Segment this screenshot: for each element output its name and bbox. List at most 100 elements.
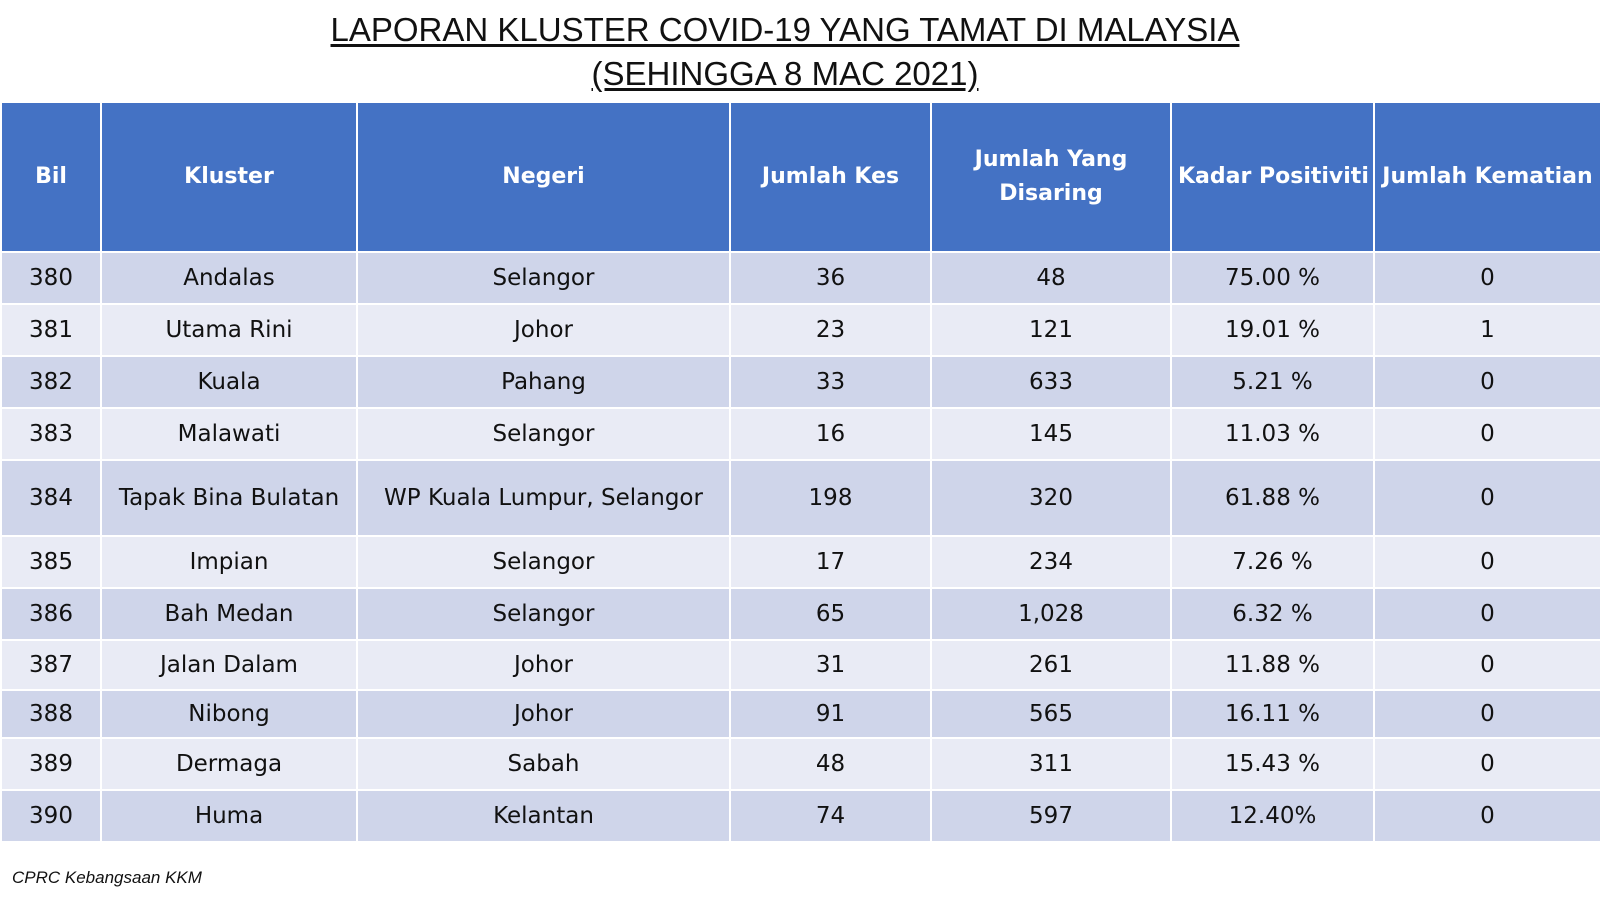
- cell-jumlah-kes: 74: [729, 789, 932, 843]
- cell-jumlah-kematian: 0: [1373, 689, 1600, 739]
- cell-jumlah-disaring: 320: [930, 459, 1172, 537]
- cell-bil: 386: [0, 587, 102, 641]
- cell-jumlah-kes: 16: [729, 407, 932, 461]
- cell-negeri: Johor: [356, 639, 731, 691]
- cell-bil: 383: [0, 407, 102, 461]
- cell-negeri: Sabah: [356, 737, 731, 791]
- cell-jumlah-kematian: 0: [1373, 355, 1600, 409]
- cell-jumlah-disaring: 261: [930, 639, 1172, 691]
- table-row: 382 Kuala Pahang 33 633 5.21 % 0: [0, 355, 1600, 409]
- cell-kadar-positiviti: 6.32 %: [1170, 587, 1375, 641]
- cell-negeri: Johor: [356, 303, 731, 357]
- header-bil: Bil: [0, 101, 102, 253]
- cell-kluster: Malawati: [100, 407, 358, 461]
- cell-jumlah-disaring: 121: [930, 303, 1172, 357]
- cell-kadar-positiviti: 15.43 %: [1170, 737, 1375, 791]
- cell-kluster: Utama Rini: [100, 303, 358, 357]
- cell-jumlah-disaring: 48: [930, 251, 1172, 305]
- header-jumlah-kes: Jumlah Kes: [729, 101, 932, 253]
- cell-jumlah-kes: 198: [729, 459, 932, 537]
- table-row: 384 Tapak Bina Bulatan WP Kuala Lumpur, Se…: [0, 459, 1600, 537]
- cell-jumlah-kes: 31: [729, 639, 932, 691]
- cell-jumlah-kes: 48: [729, 737, 932, 791]
- cell-jumlah-kematian: 0: [1373, 407, 1600, 461]
- cell-jumlah-kes: 17: [729, 535, 932, 589]
- cell-kadar-positiviti: 75.00 %: [1170, 251, 1375, 305]
- cell-jumlah-disaring: 311: [930, 737, 1172, 791]
- table-row: 386 Bah Medan Selangor 65 1,028 6.32 % 0: [0, 587, 1600, 641]
- cell-negeri: WP Kuala Lumpur, Selangor: [356, 459, 731, 537]
- header-jumlah-disaring: Jumlah Yang Disaring: [930, 101, 1172, 253]
- cell-kluster: Impian: [100, 535, 358, 589]
- table-row: 381 Utama Rini Johor 23 121 19.01 % 1: [0, 303, 1600, 357]
- cell-bil: 384: [0, 459, 102, 537]
- cell-kluster: Jalan Dalam: [100, 639, 358, 691]
- header-kluster: Kluster: [100, 101, 358, 253]
- cell-jumlah-kematian: 1: [1373, 303, 1600, 357]
- table-body: 380 Andalas Selangor 36 48 75.00 % 0 381 Utama R…: [0, 251, 1600, 843]
- table-row: 385 Impian Selangor 17 234 7.26 % 0: [0, 535, 1600, 589]
- cell-jumlah-kematian: 0: [1373, 587, 1600, 641]
- cell-kluster: Nibong: [100, 689, 358, 739]
- cell-bil: 389: [0, 737, 102, 791]
- cell-negeri: Selangor: [356, 535, 731, 589]
- cell-jumlah-kes: 33: [729, 355, 932, 409]
- cell-bil: 381: [0, 303, 102, 357]
- cell-kadar-positiviti: 16.11 %: [1170, 689, 1375, 739]
- cell-jumlah-kes: 23: [729, 303, 932, 357]
- page-title: LAPORAN KLUSTER COVID-19 YANG TAMAT DI M…: [0, 8, 1570, 96]
- header-row: Bil Kluster Negeri Jumlah Kes Jumlah Yan…: [0, 101, 1600, 253]
- cell-jumlah-disaring: 565: [930, 689, 1172, 739]
- cell-jumlah-disaring: 633: [930, 355, 1172, 409]
- table-row: 387 Jalan Dalam Johor 31 261 11.88 % 0: [0, 639, 1600, 691]
- cell-kadar-positiviti: 11.88 %: [1170, 639, 1375, 691]
- title-line-1: LAPORAN KLUSTER COVID-19 YANG TAMAT DI M…: [330, 11, 1240, 48]
- title-line-2: (SEHINGGA 8 MAC 2021): [591, 55, 979, 92]
- cell-kluster: Bah Medan: [100, 587, 358, 641]
- header-kadar-positiviti: Kadar Positiviti: [1170, 101, 1375, 253]
- cell-jumlah-disaring: 1,028: [930, 587, 1172, 641]
- cell-jumlah-kematian: 0: [1373, 535, 1600, 589]
- cell-kadar-positiviti: 11.03 %: [1170, 407, 1375, 461]
- cell-jumlah-disaring: 145: [930, 407, 1172, 461]
- cell-bil: 380: [0, 251, 102, 305]
- cell-jumlah-kematian: 0: [1373, 251, 1600, 305]
- cell-kadar-positiviti: 12.40%: [1170, 789, 1375, 843]
- cell-negeri: Selangor: [356, 251, 731, 305]
- cell-kadar-positiviti: 7.26 %: [1170, 535, 1375, 589]
- cluster-table: Bil Kluster Negeri Jumlah Kes Jumlah Yan…: [0, 101, 1600, 843]
- header-negeri: Negeri: [356, 101, 731, 253]
- cell-jumlah-kes: 65: [729, 587, 932, 641]
- cell-bil: 382: [0, 355, 102, 409]
- table-row: 380 Andalas Selangor 36 48 75.00 % 0: [0, 251, 1600, 305]
- cell-kadar-positiviti: 61.88 %: [1170, 459, 1375, 537]
- cell-kluster: Andalas: [100, 251, 358, 305]
- cell-kadar-positiviti: 5.21 %: [1170, 355, 1375, 409]
- cell-kluster: Dermaga: [100, 737, 358, 791]
- table-row: 390 Huma Kelantan 74 597 12.40% 0: [0, 789, 1600, 843]
- cell-kadar-positiviti: 19.01 %: [1170, 303, 1375, 357]
- cell-kluster: Huma: [100, 789, 358, 843]
- cell-negeri: Kelantan: [356, 789, 731, 843]
- table-row: 389 Dermaga Sabah 48 311 15.43 % 0: [0, 737, 1600, 791]
- cell-negeri: Pahang: [356, 355, 731, 409]
- cell-negeri: Selangor: [356, 587, 731, 641]
- cell-jumlah-kematian: 0: [1373, 789, 1600, 843]
- cell-jumlah-kematian: 0: [1373, 459, 1600, 537]
- cell-jumlah-disaring: 597: [930, 789, 1172, 843]
- cell-jumlah-kematian: 0: [1373, 639, 1600, 691]
- cell-bil: 385: [0, 535, 102, 589]
- cell-bil: 390: [0, 789, 102, 843]
- cell-kluster: Kuala: [100, 355, 358, 409]
- table-row: 383 Malawati Selangor 16 145 11.03 % 0: [0, 407, 1600, 461]
- header-jumlah-kematian: Jumlah Kematian: [1373, 101, 1600, 253]
- cell-negeri: Johor: [356, 689, 731, 739]
- cell-jumlah-kes: 36: [729, 251, 932, 305]
- table-header: Bil Kluster Negeri Jumlah Kes Jumlah Yan…: [0, 101, 1600, 253]
- cell-jumlah-kes: 91: [729, 689, 932, 739]
- cell-bil: 388: [0, 689, 102, 739]
- footer-source: CPRC Kebangsaan KKM: [12, 868, 202, 887]
- cell-jumlah-kematian: 0: [1373, 737, 1600, 791]
- cell-bil: 387: [0, 639, 102, 691]
- cell-negeri: Selangor: [356, 407, 731, 461]
